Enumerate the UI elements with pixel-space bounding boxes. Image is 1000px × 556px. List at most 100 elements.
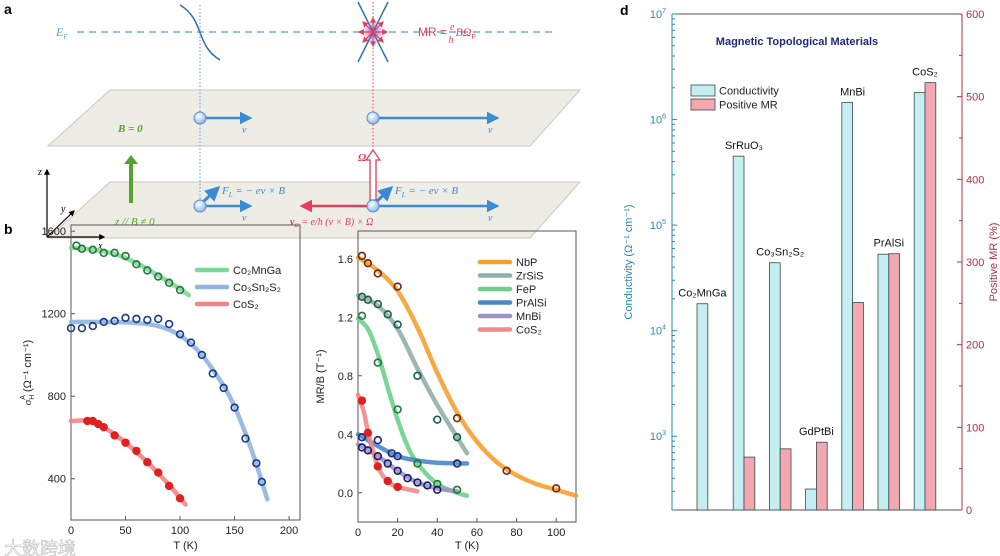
y-tick-label: 0.8 bbox=[338, 371, 353, 383]
velocity-label: v bbox=[242, 213, 247, 224]
electron-icon bbox=[193, 199, 207, 213]
data-point bbox=[433, 415, 442, 424]
data-point bbox=[413, 478, 422, 487]
data-point bbox=[423, 481, 432, 490]
lower-plane bbox=[46, 181, 582, 239]
legend-label: Positive MR bbox=[719, 100, 778, 112]
panel-label-a: a bbox=[4, 1, 12, 17]
category-label: MnBi bbox=[840, 87, 865, 99]
conductivity-bar bbox=[841, 102, 853, 511]
data-point bbox=[99, 248, 108, 258]
y-axis-unit: (Ω⁻¹ cm⁻¹) bbox=[22, 340, 34, 395]
category-label: PrAlSi bbox=[874, 238, 905, 250]
x-tick-label: 50 bbox=[119, 525, 131, 537]
y-tick-label: 1.6 bbox=[338, 254, 353, 266]
legend-swatch bbox=[690, 98, 716, 111]
y-tick-label: 107 bbox=[650, 8, 666, 21]
fit-curve-0 bbox=[355, 255, 579, 498]
y-tick-label: 1200 bbox=[42, 309, 66, 321]
x-tick-label: 100 bbox=[547, 527, 565, 539]
data-point bbox=[393, 405, 402, 414]
data-point bbox=[143, 266, 152, 275]
positive-mr-bar bbox=[852, 302, 864, 511]
panel-label-b: b bbox=[4, 221, 13, 237]
data-point bbox=[373, 462, 383, 471]
conductivity-bar bbox=[913, 92, 926, 511]
tick-base: 10 bbox=[650, 115, 662, 127]
legend-label: FeP bbox=[516, 284, 536, 296]
b-nonzero-label: z // B ≠ 0 bbox=[114, 216, 155, 228]
data-point bbox=[257, 477, 267, 487]
conductivity-bar bbox=[877, 253, 890, 511]
x-axis-label: T (K) bbox=[455, 540, 479, 552]
chart-title: Magnetic Topological Materials bbox=[716, 36, 878, 48]
category-label: Co₂MnGa bbox=[678, 288, 727, 300]
data-point bbox=[88, 245, 98, 254]
legend-label: CoS₂ bbox=[233, 299, 259, 311]
lorentz-force-label: FL = − ev × B bbox=[394, 185, 458, 199]
conductivity-bar bbox=[805, 488, 817, 511]
data-point bbox=[373, 299, 383, 309]
upper-plane bbox=[46, 89, 582, 147]
data-point bbox=[393, 466, 402, 476]
y-tick-label: 103 bbox=[650, 430, 666, 443]
data-point bbox=[363, 428, 373, 437]
y-tick-label: 0.4 bbox=[338, 429, 353, 441]
tick-base: 10 bbox=[650, 431, 662, 443]
x-tick-label: 150 bbox=[225, 525, 243, 537]
data-point bbox=[154, 468, 163, 477]
x-tick-label: 60 bbox=[471, 527, 483, 539]
tick-base: 10 bbox=[650, 220, 662, 232]
fit-curve-2 bbox=[355, 316, 470, 498]
anomalous-velocity-label: vΩ = e/h (v × B) × Ω bbox=[290, 217, 373, 229]
x-tick-label: 80 bbox=[510, 527, 522, 539]
watermark: 大数跨境 bbox=[4, 539, 76, 556]
legend-label: PrAlSi bbox=[516, 298, 547, 310]
positive-mr-bar bbox=[888, 253, 900, 511]
y2-tick-label: 400 bbox=[966, 174, 984, 186]
magnetic-field-arrowhead bbox=[124, 155, 138, 164]
y-axis-sub: H bbox=[29, 395, 36, 400]
y2-tick-label: 200 bbox=[966, 340, 984, 352]
b-zero-label: B = 0 bbox=[117, 123, 143, 135]
data-point bbox=[143, 458, 152, 467]
data-point bbox=[164, 278, 174, 287]
data-point bbox=[77, 323, 87, 333]
electron-icon bbox=[366, 199, 380, 213]
tick-base: 10 bbox=[650, 326, 662, 338]
data-point bbox=[132, 446, 141, 456]
z-axis-label: z bbox=[37, 167, 42, 178]
tick-exponent: 3 bbox=[662, 430, 666, 437]
legend-label: Co₂MnGa bbox=[233, 265, 282, 277]
data-point bbox=[383, 310, 392, 319]
data-point bbox=[154, 272, 163, 281]
data-point bbox=[383, 476, 392, 486]
data-point bbox=[393, 282, 402, 291]
legend-label: Co₃Sn₂S₂ bbox=[233, 282, 281, 294]
y-tick-label: 105 bbox=[650, 219, 666, 232]
data-point bbox=[121, 438, 130, 447]
tick-exponent: 7 bbox=[662, 8, 666, 15]
fermi-level-label: EF bbox=[55, 25, 68, 41]
data-point bbox=[230, 403, 239, 412]
data-point bbox=[357, 251, 367, 261]
chart-d: 1031041051061070100200300400500600Conduc… bbox=[623, 8, 1000, 517]
y-axis-label: MR/B (T⁻¹) bbox=[315, 349, 327, 403]
x-axis-label: T (K) bbox=[173, 540, 197, 552]
tick-exponent: 5 bbox=[662, 219, 666, 226]
y2-tick-label: 100 bbox=[966, 422, 984, 434]
y-axis-arrow bbox=[46, 210, 75, 238]
data-point bbox=[186, 338, 196, 347]
data-point bbox=[357, 432, 367, 442]
tick-exponent: 6 bbox=[662, 114, 666, 121]
data-point bbox=[77, 244, 87, 253]
data-point bbox=[110, 248, 119, 258]
data-point bbox=[452, 485, 462, 495]
velocity-label: v bbox=[488, 213, 493, 224]
data-point bbox=[219, 383, 228, 393]
legend-swatch bbox=[690, 84, 716, 97]
category-label: GdPtBi bbox=[799, 426, 834, 438]
y-axis-symbol: σ bbox=[22, 399, 34, 405]
conductivity-bar bbox=[696, 303, 709, 511]
y-axis-sup: A bbox=[20, 395, 27, 400]
